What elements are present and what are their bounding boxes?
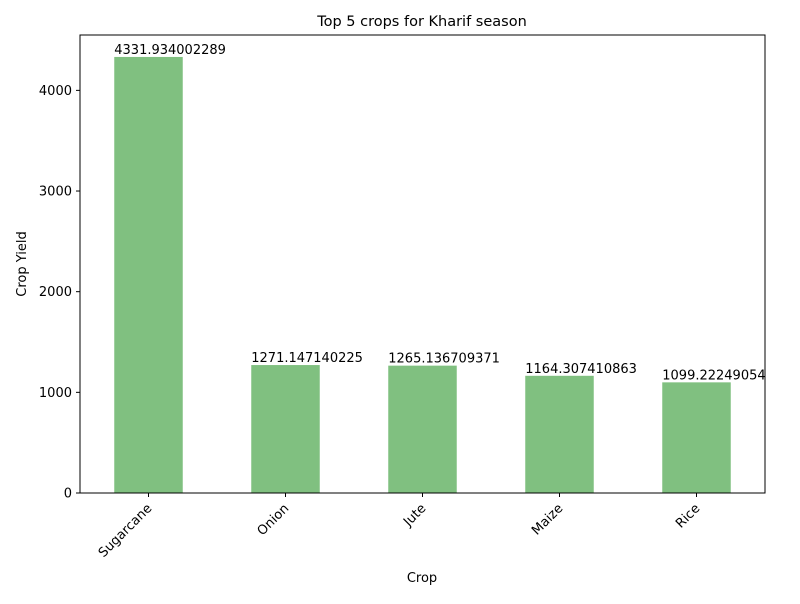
bar-maize [525,375,594,493]
y-tick-label: 3000 [39,185,72,200]
bar-value-label: 1265.136709371 [388,352,500,367]
y-tick-label: 0 [64,487,72,502]
bar-value-label: 1099.22249054 [662,368,765,383]
bar-value-label: 1271.147140225 [251,351,363,366]
y-axis: 0 1000 2000 3000 4000 [39,84,80,502]
bar-value-label: 1164.307410863 [525,362,637,377]
chart-title: Top 5 crops for Kharif season [316,14,527,30]
bar-rice [662,382,731,493]
x-axis-label: Crop [407,571,437,586]
bar-sugarcane [114,56,183,493]
bar-value-label: 4331.934002289 [114,43,226,58]
bars-layer [114,56,731,493]
y-tick-label: 2000 [39,285,72,300]
value-labels-layer: 4331.934002289 1271.147140225 1265.1367093… [114,43,765,383]
y-axis-label: Crop Yield [15,231,30,296]
y-tick-label: 4000 [39,84,72,99]
bar-jute [388,365,457,493]
bar-onion [251,365,320,493]
y-tick-label: 1000 [39,386,72,401]
